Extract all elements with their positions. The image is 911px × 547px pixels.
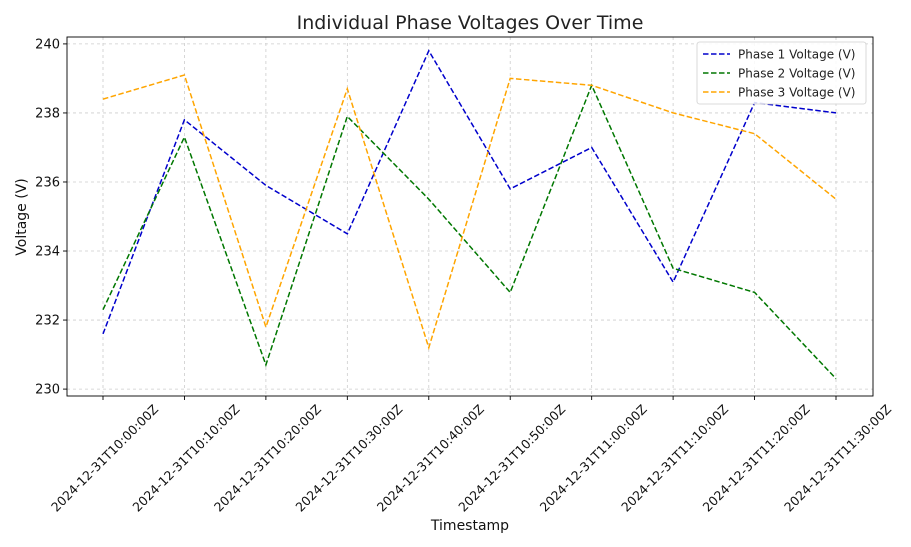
series-lines bbox=[102, 49, 837, 380]
legend-entry: Phase 1 Voltage (V) bbox=[738, 47, 856, 61]
legend: Phase 1 Voltage (V) Phase 2 Voltage (V) Ph… bbox=[696, 41, 867, 105]
x-axis: 2024-12-31T10:00:00Z2024-12-31T10:10:00Z… bbox=[48, 396, 894, 515]
y-tick-label: 240 bbox=[35, 37, 60, 52]
series-line-phase-1 bbox=[102, 49, 837, 335]
y-tick-label: 238 bbox=[35, 106, 60, 121]
y-axis-label: Voltage (V) bbox=[14, 178, 30, 255]
grid bbox=[67, 37, 873, 396]
chart-title: Individual Phase Voltages Over Time bbox=[297, 12, 644, 34]
legend-entry: Phase 2 Voltage (V) bbox=[738, 66, 856, 80]
series-line-phase-3 bbox=[102, 74, 837, 351]
y-axis: 230 232 234 236 238 240 bbox=[35, 37, 67, 398]
y-tick-label: 236 bbox=[35, 175, 60, 190]
y-tick-label: 230 bbox=[35, 383, 60, 398]
series-line-phase-2 bbox=[102, 83, 837, 380]
legend-box bbox=[696, 41, 867, 105]
y-tick-label: 232 bbox=[35, 314, 60, 329]
x-axis-label: Timestamp bbox=[430, 518, 509, 534]
y-tick-label: 234 bbox=[35, 245, 60, 260]
legend-entry: Phase 3 Voltage (V) bbox=[738, 85, 856, 99]
plot-frame bbox=[66, 36, 874, 397]
